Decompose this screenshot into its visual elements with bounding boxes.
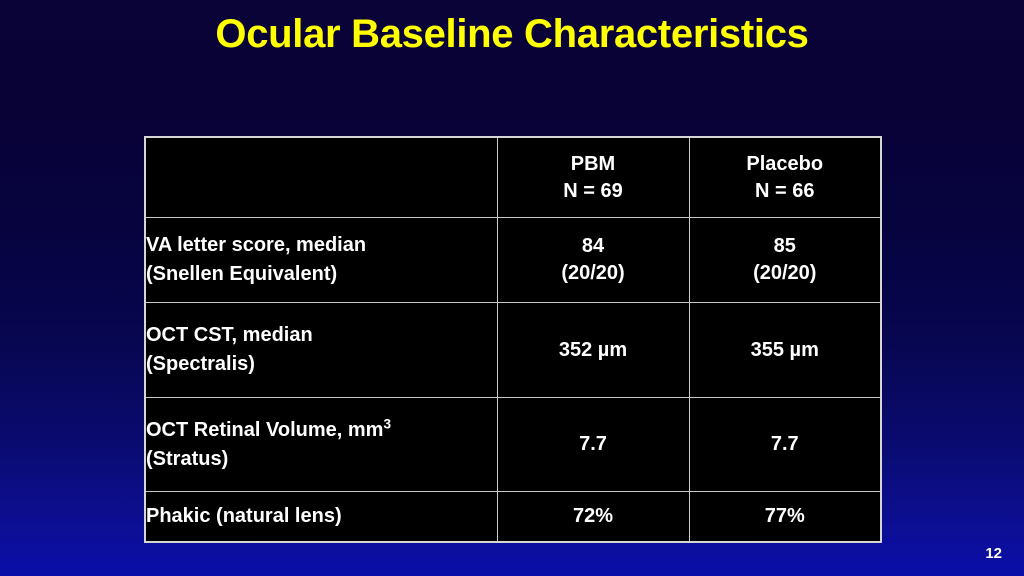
header-placebo-name: Placebo xyxy=(746,153,824,176)
row-label-phakic: Phakic (natural lens) xyxy=(144,491,498,543)
cell-cst-placebo: 355 µm xyxy=(688,302,882,398)
cell-value-line1: 355 µm xyxy=(750,338,819,361)
cell-value-line2: (20/20) xyxy=(561,262,625,284)
table-header-row: PBM N = 69 Placebo N = 66 xyxy=(144,136,882,218)
cell-volume-placebo: 7.7 xyxy=(688,397,882,492)
header-pbm-name: PBM xyxy=(570,153,616,176)
header-pbm-n: N = 69 xyxy=(563,179,623,202)
row-label-line1: Phakic (natural lens) xyxy=(146,505,342,527)
row-label-line1-text: OCT Retinal Volume, mm xyxy=(146,418,384,441)
cell-value-line1: 72% xyxy=(572,505,614,527)
cell-cst-pbm: 352 µm xyxy=(496,302,690,398)
table-row: Phakic (natural lens) 72% 77% xyxy=(144,491,882,543)
cell-volume-pbm: 7.7 xyxy=(496,397,690,492)
header-cell-placebo: Placebo N = 66 xyxy=(688,136,882,218)
cell-value-line1: 77% xyxy=(764,505,805,527)
row-label-oct-retinal-volume: OCT Retinal Volume, mm3 (Stratus) xyxy=(144,397,498,492)
header-cell-blank xyxy=(144,136,498,218)
cell-phakic-placebo: 77% xyxy=(688,491,882,543)
cell-value-line1: 7.7 xyxy=(770,433,799,455)
row-label-line2: (Snellen Equivalent) xyxy=(146,263,338,285)
table-row: OCT Retinal Volume, mm3 (Stratus) 7.7 7.… xyxy=(144,397,882,492)
cell-value-line1: 84 xyxy=(581,235,605,257)
row-label-line2: (Stratus) xyxy=(146,447,229,470)
row-label-va-letter-score: VA letter score, median (Snellen Equival… xyxy=(144,217,498,303)
cell-va-placebo: 85 (20/20) xyxy=(688,217,882,303)
row-label-line1: OCT CST, median xyxy=(146,324,313,346)
cell-phakic-pbm: 72% xyxy=(496,491,690,543)
table-row: VA letter score, median (Snellen Equival… xyxy=(144,217,882,303)
cell-value-line1: 352 µm xyxy=(558,338,628,361)
cell-value-line1: 7.7 xyxy=(579,433,607,455)
row-label-oct-cst: OCT CST, median (Spectralis) xyxy=(144,302,498,398)
page-title: Ocular Baseline Characteristics xyxy=(215,12,809,56)
cell-value-line2: (20/20) xyxy=(753,262,817,284)
cell-va-pbm: 84 (20/20) xyxy=(496,217,690,303)
row-label-line1: OCT Retinal Volume, mm3 xyxy=(146,416,497,445)
row-label-line1: VA letter score, median xyxy=(146,234,367,256)
ocular-baseline-table: PBM N = 69 Placebo N = 66 VA letter scor… xyxy=(144,136,882,543)
table-row: OCT CST, median (Spectralis) 352 µm 355 … xyxy=(144,302,882,398)
row-label-line2: (Spectralis) xyxy=(146,353,255,375)
row-label-superscript: 3 xyxy=(383,415,392,431)
header-placebo-n: N = 66 xyxy=(755,179,815,202)
header-cell-pbm: PBM N = 69 xyxy=(496,136,690,218)
page-number: 12 xyxy=(985,545,1002,562)
cell-value-line1: 85 xyxy=(773,235,796,257)
